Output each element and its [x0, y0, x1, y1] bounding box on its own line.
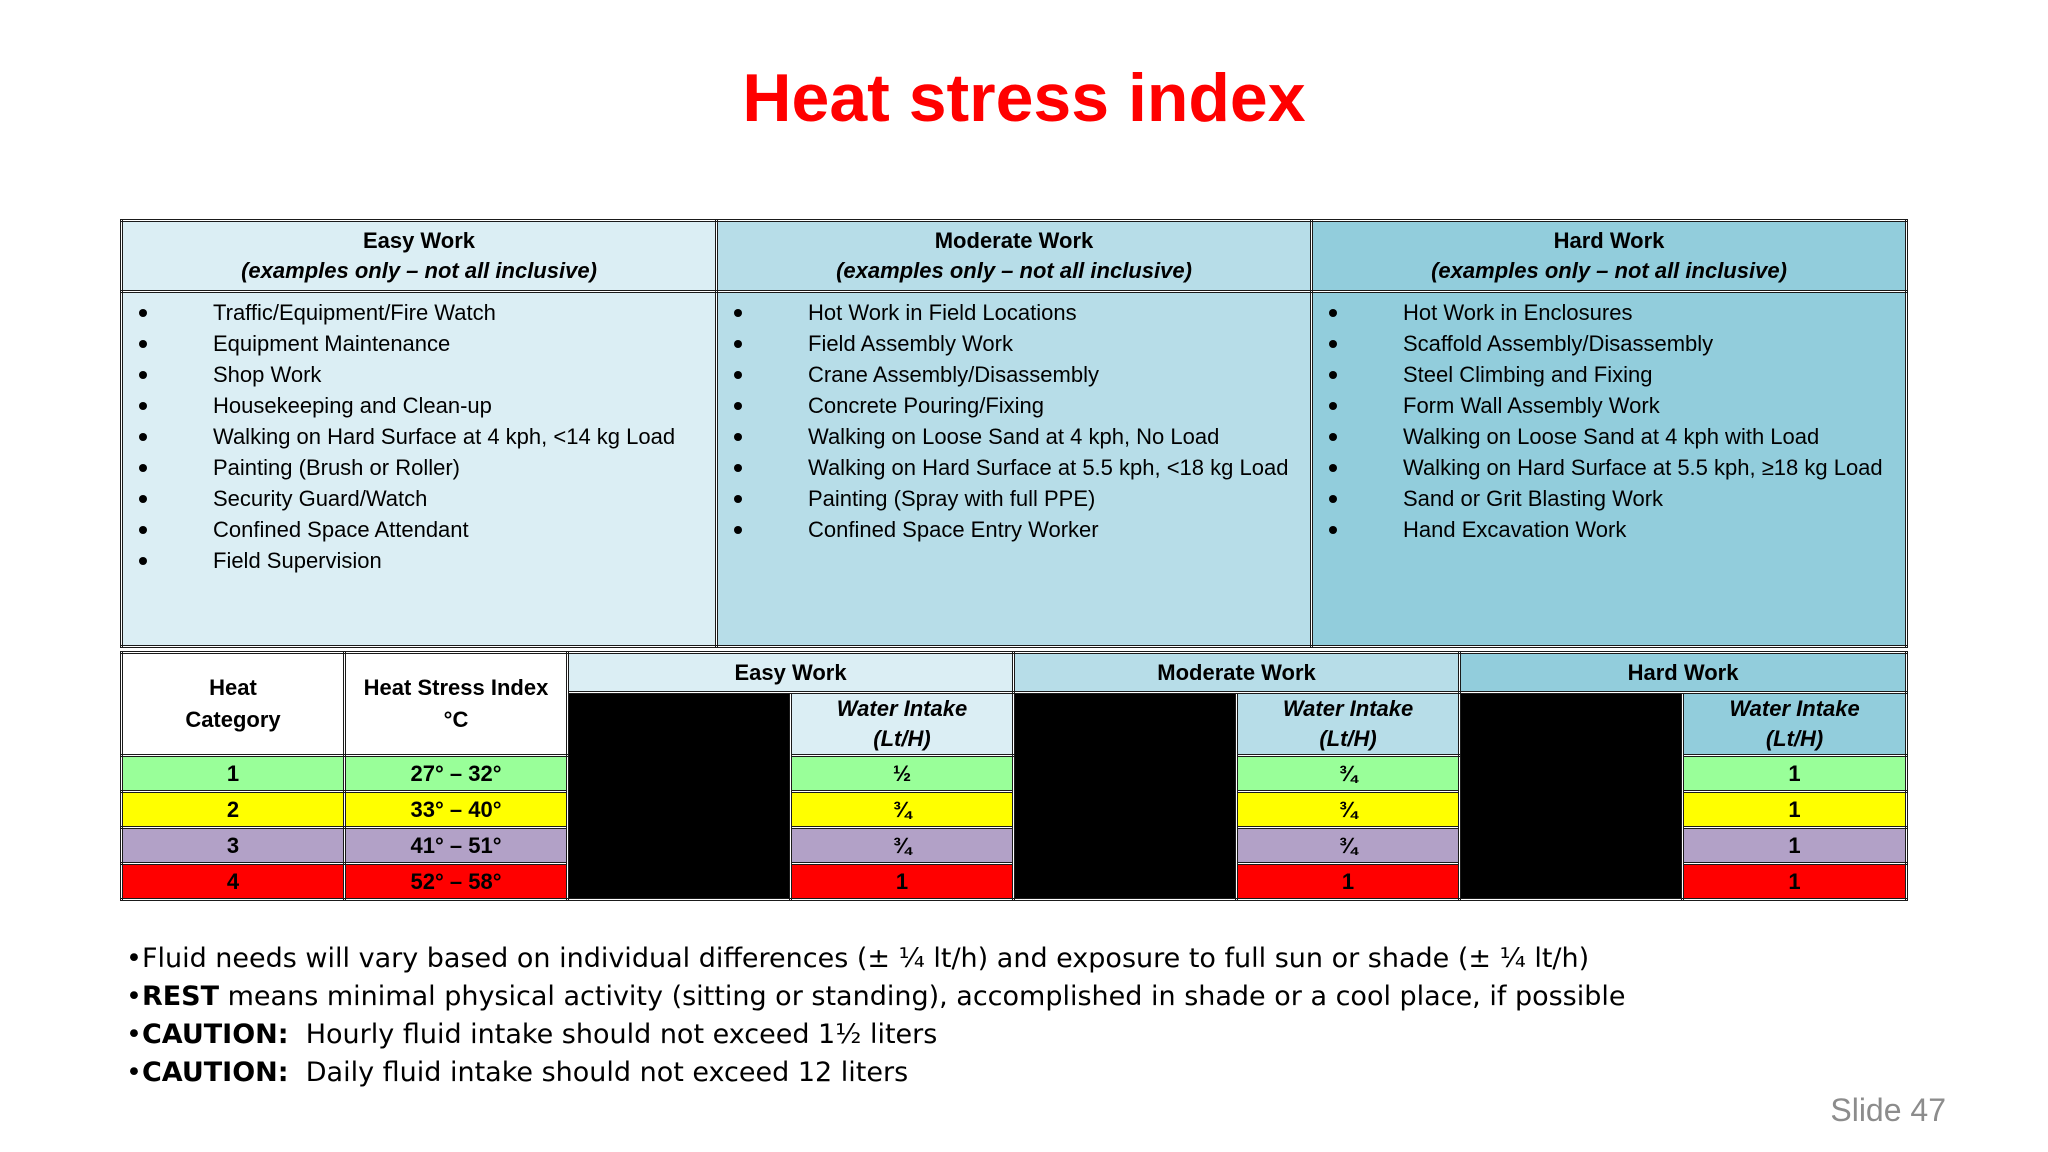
hard-water-cell: 1: [1681, 790, 1909, 829]
list-item: Walking on Hard Surface at 5.5 kph, <18 …: [720, 452, 1309, 483]
list-item: Form Wall Assembly Work: [1315, 390, 1904, 421]
note-bold: CAUTION:: [141, 1057, 289, 1088]
hard-water-cell: 1: [1681, 862, 1909, 901]
list-item: Concrete Pouring/Fixing: [720, 390, 1309, 421]
list-item: Hot Work in Enclosures: [1315, 297, 1904, 328]
water-intake-unit: (Lt/H): [1765, 726, 1824, 751]
heat-category-header-line1: Heat: [209, 675, 257, 700]
slide-number: Slide 47: [1830, 1092, 1946, 1128]
moderate-work-title: Moderate Work: [934, 228, 1094, 253]
easy-work-title: Easy Work: [362, 228, 476, 253]
slide-title: Heat stress index: [742, 60, 1306, 136]
heat-category-cell: 1: [120, 754, 346, 793]
note-text: Fluid needs will vary based on individua…: [141, 943, 1590, 974]
easy-work-header: Easy Work (examples only – not all inclu…: [120, 219, 718, 293]
moderate-water-cell: 1: [1235, 862, 1462, 901]
bullet: •: [126, 981, 142, 1012]
heat-category-cell: 3: [120, 826, 346, 865]
heat-category-header: Heat Category: [120, 651, 346, 757]
easy-water-cell: 1: [788, 862, 1016, 901]
list-item: Field Assembly Work: [720, 328, 1309, 359]
hard-work-title: Hard Work: [1553, 228, 1665, 253]
list-item: Traffic/Equipment/Fire Watch: [125, 297, 714, 328]
easy-water-cell: ½: [788, 754, 1016, 793]
list-item: Confined Space Attendant: [125, 514, 714, 545]
hard-work-subtitle: (examples only – not all inclusive): [1431, 258, 1787, 283]
hsi-header-line1: Heat Stress Index: [363, 675, 549, 700]
water-intake-unit: (Lt/H): [1319, 726, 1377, 751]
list-item: Hand Excavation Work: [1315, 514, 1904, 545]
moderate-work-subtitle: (examples only – not all inclusive): [836, 258, 1192, 283]
water-intake-unit: (Lt/H): [873, 726, 931, 751]
hsi-header-line2: °C: [443, 707, 469, 732]
note-item: •Fluid needs will vary based on individu…: [126, 940, 1626, 978]
list-item: Confined Space Entry Worker: [720, 514, 1309, 545]
heat-stress-range-cell: 33° – 40°: [343, 790, 569, 829]
water-intake-label: Water Intake: [836, 696, 968, 721]
note-item: •CAUTION: Daily fluid intake should not …: [126, 1054, 1626, 1092]
list-item: Steel Climbing and Fixing: [1315, 359, 1904, 390]
moderate-water-cell: ¾: [1235, 754, 1462, 793]
easy-work-group-header: Easy Work: [565, 651, 1016, 694]
list-item: Security Guard/Watch: [125, 483, 714, 514]
hard-water-cell: 1: [1681, 754, 1909, 793]
heat-category-header-line2: Category: [185, 707, 281, 732]
easy-work-examples: Traffic/Equipment/Fire Watch Equipment M…: [120, 290, 718, 648]
note-bold: REST: [141, 981, 220, 1012]
list-item: Field Supervision: [125, 545, 714, 576]
list-item: Housekeeping and Clean-up: [125, 390, 714, 421]
water-intake-label: Water Intake: [1729, 696, 1860, 721]
heat-stress-range-cell: 52° – 58°: [343, 862, 569, 901]
list-item: Crane Assembly/Disassembly: [720, 359, 1309, 390]
work-examples-table: Easy Work (examples only – not all inclu…: [120, 219, 1908, 648]
hard-water-intake-header: Water Intake (Lt/H): [1681, 691, 1909, 757]
water-intake-table: Heat Category Heat Stress Index °C Easy …: [120, 651, 1909, 901]
list-item: Walking on Hard Surface at 4 kph, <14 kg…: [125, 421, 714, 452]
heat-stress-index-header: Heat Stress Index °C: [343, 651, 569, 757]
easy-water-cell: ¾: [788, 790, 1016, 829]
heat-stress-range-cell: 27° – 32°: [343, 754, 569, 793]
list-item: Walking on Loose Sand at 4 kph with Load: [1315, 421, 1904, 452]
moderate-work-header: Moderate Work (examples only – not all i…: [715, 219, 1313, 293]
note-text: means minimal physical activity (sitting…: [219, 981, 1626, 1012]
moderate-work-blank-cell: [1012, 691, 1239, 901]
moderate-water-cell: ¾: [1235, 826, 1462, 865]
water-intake-label: Water Intake: [1282, 696, 1414, 721]
bullet: •: [126, 943, 142, 974]
moderate-work-examples: Hot Work in Field Locations Field Assemb…: [715, 290, 1313, 648]
note-item: •REST means minimal physical activity (s…: [126, 978, 1626, 1016]
note-bold: CAUTION:: [141, 1019, 289, 1050]
list-item: Painting (Brush or Roller): [125, 452, 714, 483]
note-text: Daily fluid intake should not exceed 12 …: [288, 1057, 909, 1088]
list-item: Hot Work in Field Locations: [720, 297, 1309, 328]
hard-work-header: Hard Work (examples only – not all inclu…: [1310, 219, 1908, 293]
heat-category-cell: 2: [120, 790, 346, 829]
list-item: Painting (Spray with full PPE): [720, 483, 1309, 514]
moderate-water-intake-header: Water Intake (Lt/H): [1235, 691, 1462, 757]
easy-work-subtitle: (examples only – not all inclusive): [241, 258, 597, 283]
bullet: •: [126, 1057, 142, 1088]
easy-water-intake-header: Water Intake (Lt/H): [788, 691, 1016, 757]
list-item: Equipment Maintenance: [125, 328, 714, 359]
note-text: Hourly fluid intake should not exceed 1½…: [288, 1019, 938, 1050]
easy-work-blank-cell: [566, 691, 792, 901]
hard-work-examples: Hot Work in Enclosures Scaffold Assembly…: [1310, 290, 1908, 648]
easy-water-cell: ¾: [788, 826, 1016, 865]
list-item: Walking on Hard Surface at 5.5 kph, ≥18 …: [1315, 452, 1904, 483]
hard-water-cell: 1: [1681, 826, 1909, 865]
note-item: •CAUTION: Hourly fluid intake should not…: [126, 1016, 1626, 1054]
bullet: •: [126, 1019, 142, 1050]
heat-category-cell: 4: [120, 862, 346, 901]
moderate-water-cell: ¾: [1235, 790, 1462, 829]
hard-work-blank-cell: [1458, 691, 1685, 901]
hard-work-group-header: Hard Work: [1458, 651, 1909, 694]
heat-stress-range-cell: 41° – 51°: [343, 826, 569, 865]
list-item: Scaffold Assembly/Disassembly: [1315, 328, 1904, 359]
list-item: Walking on Loose Sand at 4 kph, No Load: [720, 421, 1309, 452]
moderate-work-group-header: Moderate Work: [1012, 651, 1462, 694]
list-item: Shop Work: [125, 359, 714, 390]
notes-list: •Fluid needs will vary based on individu…: [126, 940, 1626, 1092]
list-item: Sand or Grit Blasting Work: [1315, 483, 1904, 514]
